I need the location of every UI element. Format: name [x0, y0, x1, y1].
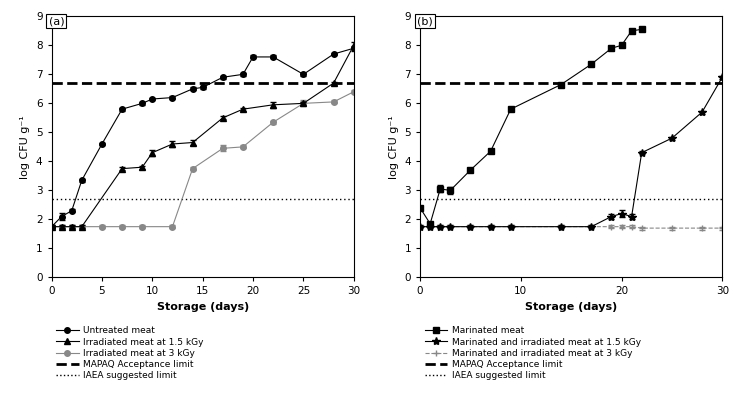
- Text: (a): (a): [49, 16, 64, 27]
- X-axis label: Storage (days): Storage (days): [156, 302, 249, 312]
- Y-axis label: log CFU g⁻¹: log CFU g⁻¹: [389, 115, 399, 179]
- X-axis label: Storage (days): Storage (days): [525, 302, 618, 312]
- Y-axis label: log CFU g⁻¹: log CFU g⁻¹: [21, 115, 30, 179]
- Text: (b): (b): [417, 16, 433, 27]
- Legend: Untreated meat, Irradiated meat at 1.5 kGy, Irradiated meat at 3 kGy, MAPAQ Acce: Untreated meat, Irradiated meat at 1.5 k…: [56, 326, 203, 380]
- Legend: Marinated meat, Marinated and irradiated meat at 1.5 kGy, Marinated and irradiat: Marinated meat, Marinated and irradiated…: [425, 326, 640, 380]
